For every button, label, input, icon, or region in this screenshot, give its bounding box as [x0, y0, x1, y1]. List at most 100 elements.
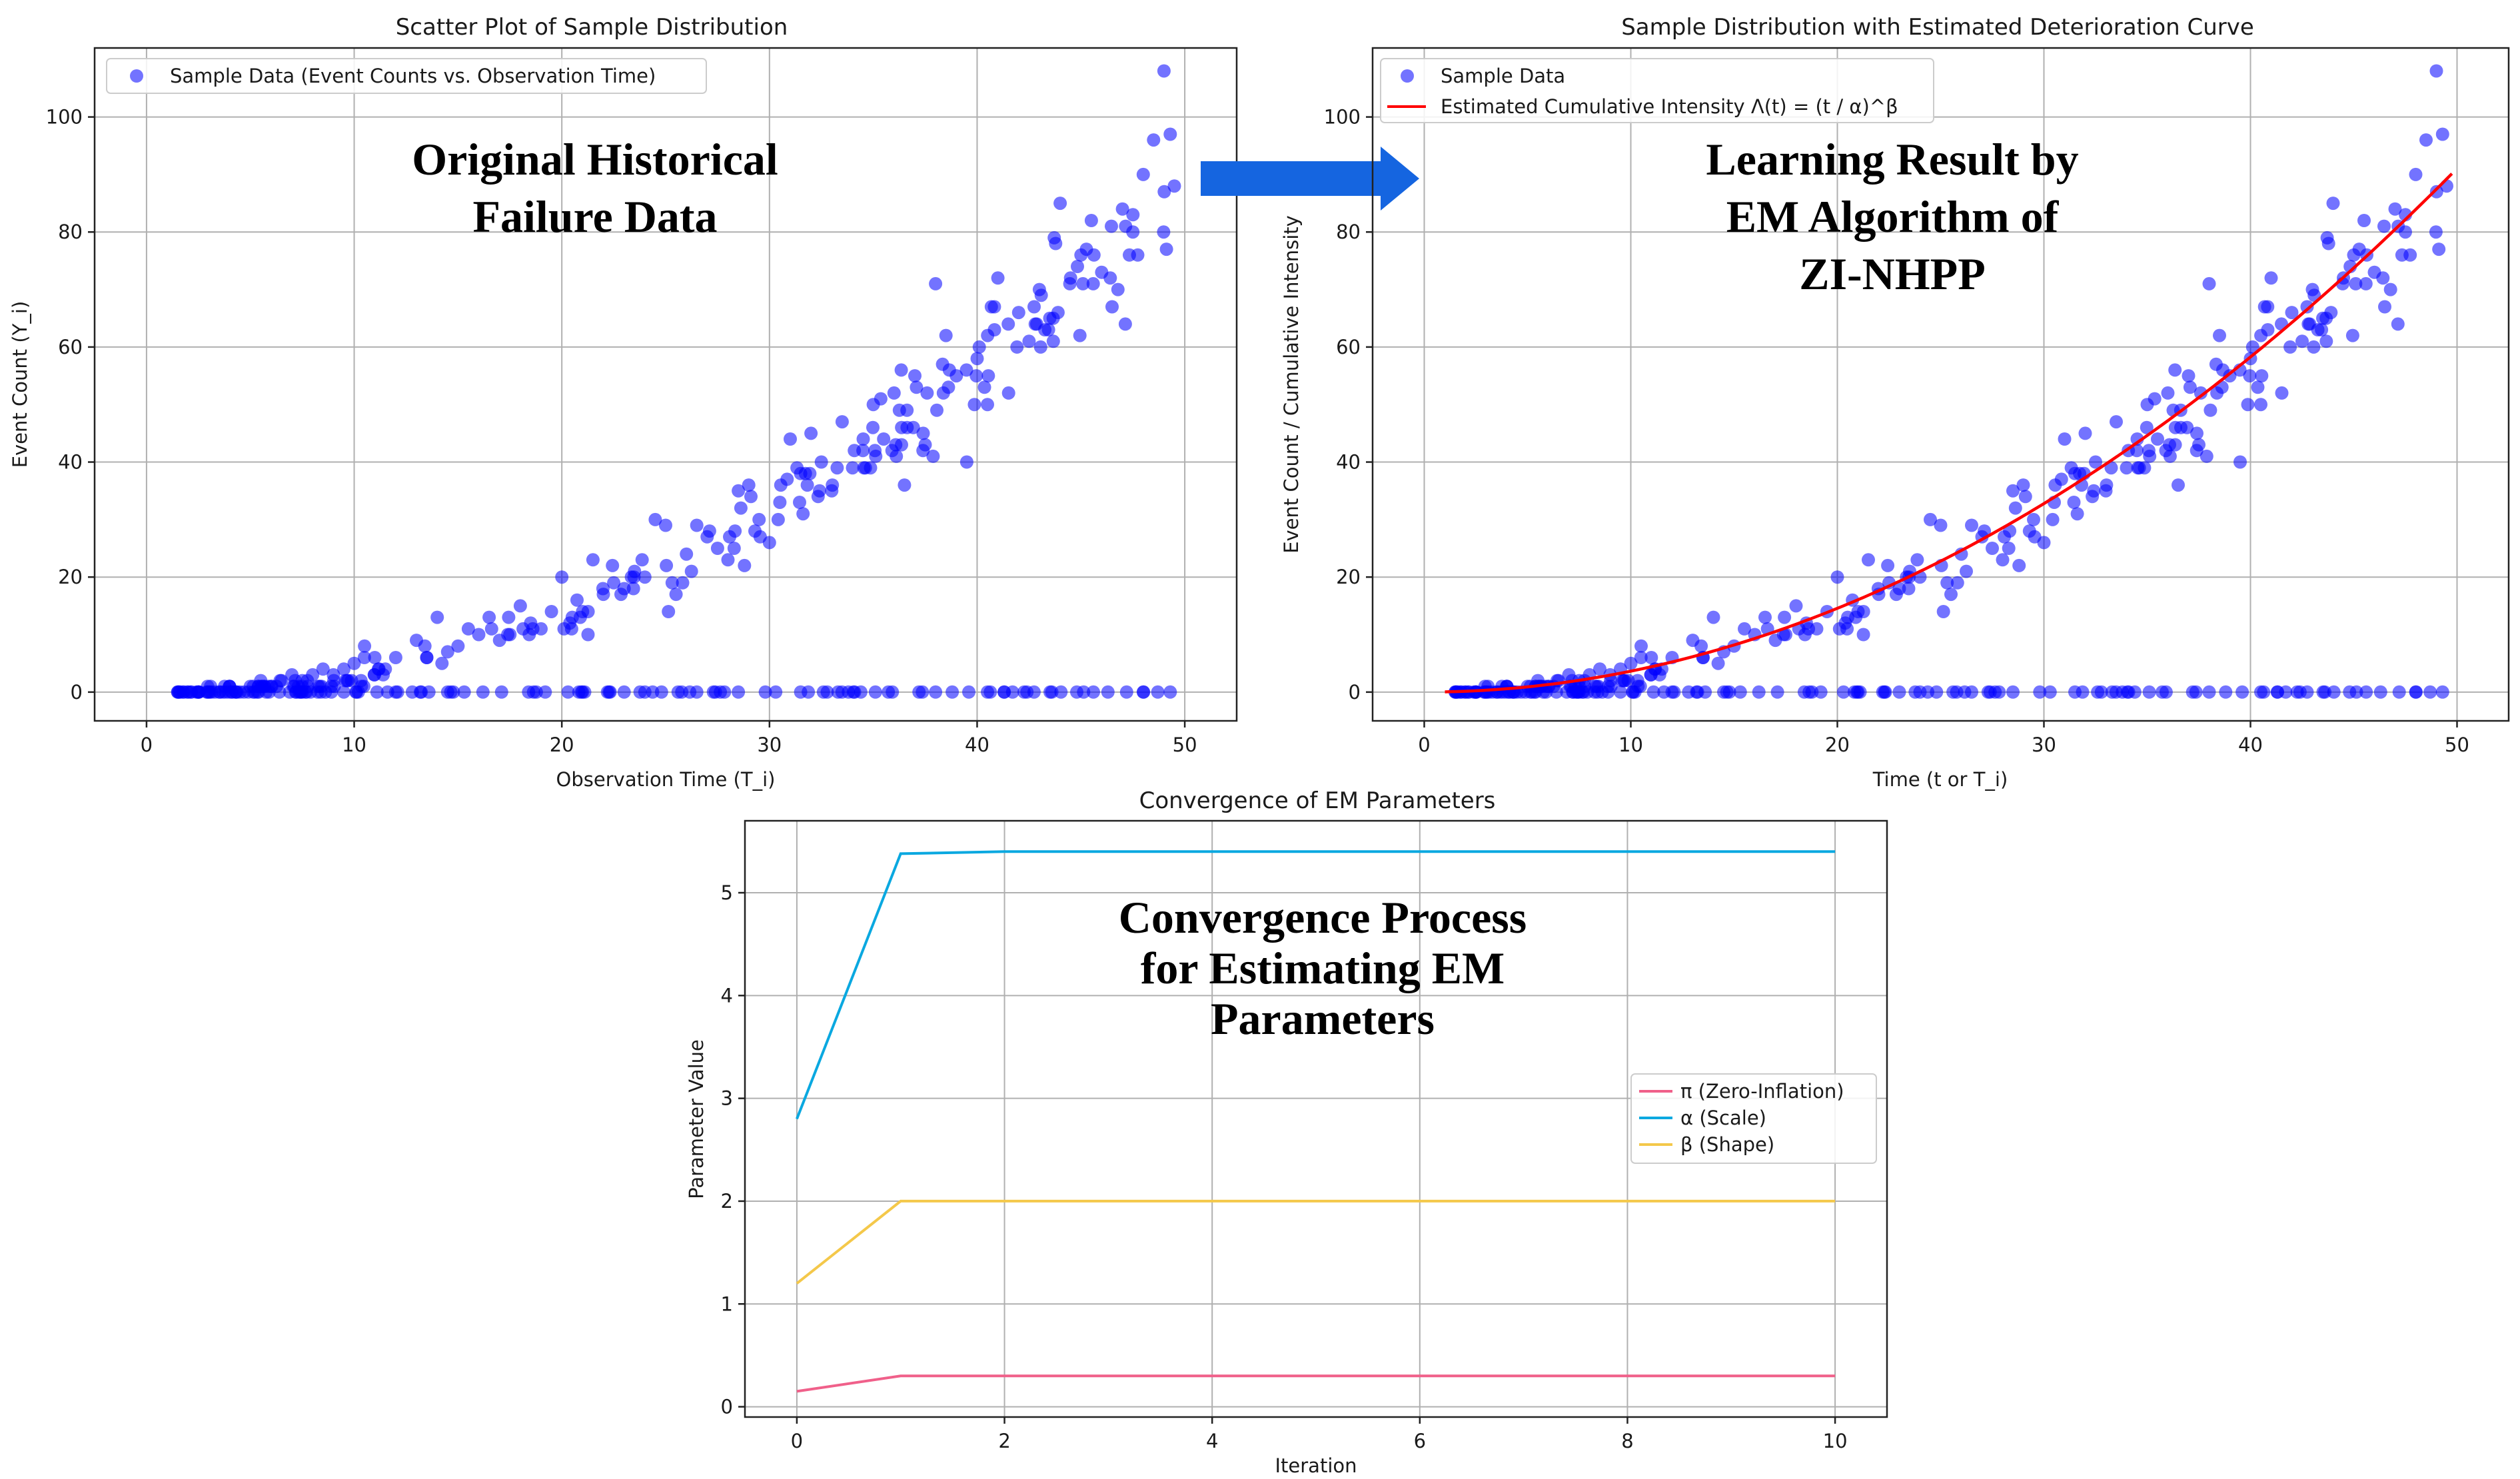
data-point — [172, 685, 186, 699]
data-point — [742, 478, 756, 492]
data-point — [2233, 455, 2247, 469]
data-point — [1902, 582, 1916, 596]
data-point — [440, 645, 454, 659]
data-point — [646, 685, 660, 699]
data-point — [482, 610, 496, 624]
data-point — [2200, 449, 2213, 463]
data-point — [721, 553, 735, 567]
axis-ticks: 0 10 20 30 40 50 0 20 40 60 80 100 — [1324, 106, 2469, 756]
data-point — [2070, 507, 2084, 521]
data-point — [2064, 461, 2078, 475]
data-point — [1157, 185, 1171, 199]
data-point — [2174, 420, 2188, 434]
data-point — [1063, 276, 1077, 290]
axis-ticks: 0 10 20 30 40 50 0 20 40 60 80 100 — [46, 106, 1197, 756]
x-tick-label: 0 — [141, 734, 153, 756]
data-point — [1910, 553, 1924, 567]
series-line-pi — [796, 1374, 1836, 1393]
data-point — [2190, 444, 2204, 458]
data-point — [2392, 685, 2406, 699]
data-point — [2383, 282, 2397, 296]
data-point — [430, 610, 444, 624]
data-point — [1936, 605, 1950, 618]
y-tick-label: 5 — [721, 881, 733, 904]
data-point — [969, 369, 983, 383]
data-point — [1043, 685, 1057, 699]
data-point — [981, 369, 995, 383]
legend: π (Zero-Inflation) α (Scale) β (Shape) — [1630, 1073, 1877, 1164]
data-point — [804, 426, 818, 440]
legend-box — [1380, 58, 1934, 123]
data-point — [1105, 219, 1118, 233]
annotation-line-2: EM Algorithm of — [1726, 191, 2060, 242]
data-point — [1011, 306, 1025, 320]
data-point — [350, 685, 364, 699]
data-point — [1694, 639, 1708, 653]
data-point — [581, 605, 595, 618]
data-point — [2429, 225, 2443, 239]
data-point — [2432, 243, 2446, 256]
data-point — [2378, 300, 2391, 314]
data-point — [544, 605, 558, 618]
data-point — [2008, 501, 2022, 515]
y-tick-label: 40 — [58, 451, 83, 474]
line-chart-convergence: Convergence of EM Parameters 0 2 4 6 8 10 0 1 2 3… — [685, 787, 1888, 1477]
data-point — [435, 656, 449, 670]
data-point — [784, 432, 797, 446]
data-point — [1789, 599, 1803, 613]
data-point — [887, 386, 901, 400]
data-point — [1001, 317, 1015, 331]
data-point — [289, 685, 303, 699]
data-point — [1105, 300, 1119, 314]
data-point — [1830, 570, 1844, 584]
data-point — [2324, 306, 2338, 320]
data-point — [1086, 276, 1100, 290]
data-point — [1157, 64, 1171, 78]
data-point — [1758, 610, 1772, 624]
data-point — [1878, 685, 1892, 699]
data-point — [814, 455, 828, 469]
data-point — [898, 478, 912, 492]
data-point — [929, 685, 943, 699]
data-point — [2087, 484, 2101, 498]
data-point — [877, 432, 891, 446]
data-point — [2183, 380, 2197, 394]
data-point — [748, 524, 762, 538]
data-point — [727, 542, 741, 555]
data-point — [2345, 328, 2359, 342]
data-point — [710, 542, 724, 555]
data-point — [2359, 276, 2373, 290]
data-point — [945, 685, 959, 699]
data-point — [1798, 628, 1812, 642]
data-point — [734, 501, 748, 515]
data-point — [451, 639, 465, 653]
data-point — [2148, 392, 2162, 406]
data-point — [981, 328, 995, 342]
x-tick-label: 8 — [1621, 1430, 1633, 1452]
data-point — [1118, 317, 1132, 331]
data-point — [513, 599, 527, 613]
data-point — [2403, 248, 2417, 262]
data-point — [1986, 542, 1999, 555]
data-point — [1996, 553, 2010, 567]
data-point — [2012, 558, 2026, 572]
data-point — [866, 420, 880, 434]
legend-label-alpha: α (Scale) — [1680, 1107, 1766, 1129]
y-axis-label: Event Count (Y_i) — [9, 301, 31, 468]
data-point — [2251, 380, 2265, 394]
data-point — [1537, 685, 1551, 699]
data-point — [659, 518, 672, 532]
y-tick-label: 80 — [58, 221, 83, 243]
data-point — [1111, 282, 1125, 296]
data-point — [1137, 685, 1151, 699]
data-point — [1802, 685, 1816, 699]
data-point — [2067, 496, 2081, 509]
data-point — [1027, 300, 1041, 314]
y-tick-label: 100 — [46, 106, 83, 129]
data-point — [977, 380, 991, 394]
data-point — [2043, 685, 2057, 699]
data-point — [1103, 271, 1117, 285]
data-point — [380, 685, 394, 699]
data-point — [868, 685, 882, 699]
data-point — [796, 507, 810, 521]
